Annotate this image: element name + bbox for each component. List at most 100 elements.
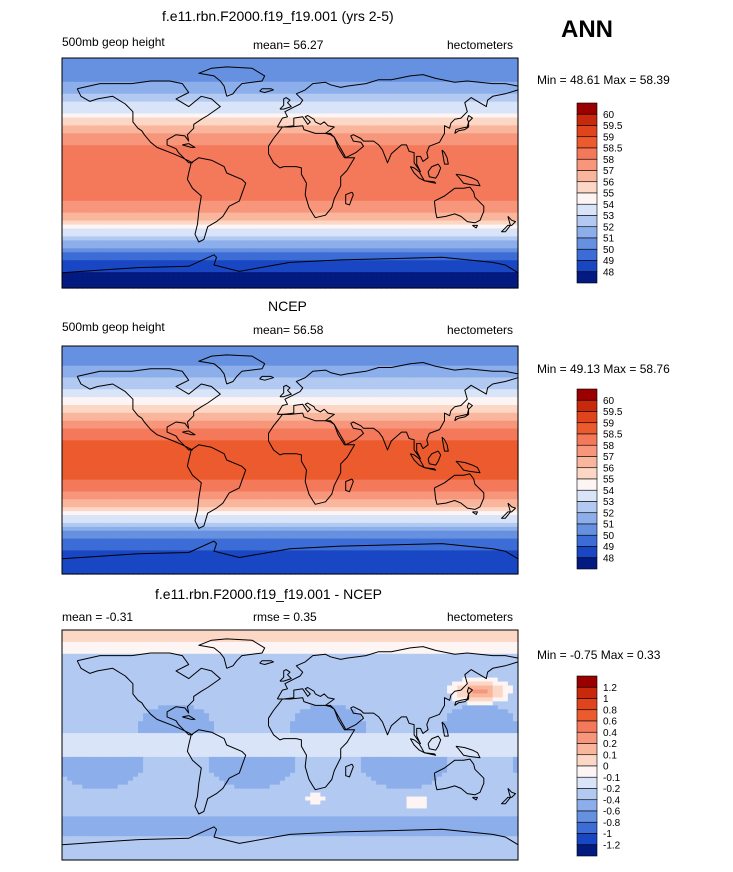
colorbar-swatch <box>576 444 598 457</box>
coastline <box>455 173 481 187</box>
colorbar-swatch <box>576 237 598 250</box>
colorbar-tick-label: 57 <box>603 166 615 177</box>
colorbar-swatch <box>576 844 598 857</box>
colorbar-swatch <box>576 456 598 469</box>
coastline <box>276 362 519 460</box>
colorbar-tick-label: 58.5 <box>603 144 623 155</box>
colorbar-tick-label: 60 <box>603 110 615 121</box>
coastline <box>182 430 196 436</box>
panel-3-right-label: hectometers <box>447 610 514 624</box>
colorbar-tick-label: 52 <box>603 222 615 233</box>
colorbar-swatch <box>576 743 598 756</box>
colorbar-tick-label: -0.2 <box>603 784 621 795</box>
coastline <box>455 460 481 474</box>
colorbar-tick-label: 55 <box>603 475 615 486</box>
colorbar-tick-label: 54 <box>603 486 615 497</box>
colorbar-swatch <box>576 546 598 559</box>
colorbar-tick-label: -0.1 <box>603 773 621 784</box>
panel-3-center-label: rmse = 0.35 <box>253 610 317 624</box>
colorbar-tick-label: 58 <box>603 155 615 166</box>
coastline <box>259 660 274 665</box>
coastline <box>433 473 485 510</box>
coastline <box>198 66 266 97</box>
colorbar-tick-label: 58 <box>603 441 615 452</box>
colorbar-swatch <box>576 422 598 435</box>
coastline <box>198 354 266 385</box>
colorbar-swatch <box>576 731 598 744</box>
map-frame <box>61 345 519 575</box>
coastline <box>259 88 274 93</box>
coastline <box>182 715 196 720</box>
colorbar-swatch <box>576 433 598 446</box>
panel-2-left-label: 500mb geop height <box>62 320 165 334</box>
coastline <box>268 697 356 791</box>
colorbar-tick-label: 50 <box>603 531 615 542</box>
coastline <box>472 796 478 801</box>
colorbar-swatch <box>576 125 598 138</box>
panel-1-minmax: Min = 48.61 Max = 58.39 <box>537 73 670 87</box>
colorbar-swatch <box>576 821 598 834</box>
coastline <box>433 186 485 224</box>
panel-3-left-label: mean = -0.31 <box>62 610 134 624</box>
coastline <box>259 375 274 381</box>
coastline <box>454 115 473 134</box>
panel-1-map <box>61 57 519 289</box>
colorbar-swatch <box>576 765 598 778</box>
coastline <box>279 384 292 398</box>
panel-2-minmax: Min = 49.13 Max = 58.76 <box>537 362 670 376</box>
colorbar-swatch <box>576 399 598 412</box>
panel-2-right-label: hectometers <box>447 323 514 337</box>
colorbar-tick-label: 51 <box>603 234 615 245</box>
coastline <box>424 752 437 756</box>
coastline <box>276 646 519 745</box>
coastline <box>433 758 485 796</box>
colorbar-tick-label: 58.5 <box>603 430 623 441</box>
colorbar-tick-label: 53 <box>603 211 615 222</box>
coastline <box>76 80 221 164</box>
colorbar-swatch <box>576 501 598 514</box>
map-field <box>62 630 519 861</box>
colorbar-tick-label: 51 <box>603 520 615 531</box>
colorbar-tick-label: 48 <box>603 267 615 278</box>
coastline <box>279 669 292 682</box>
colorbar-swatch <box>576 788 598 801</box>
colorbar-swatch <box>576 833 598 846</box>
colorbar-swatch <box>576 534 598 547</box>
coastline <box>472 224 478 229</box>
panel-1-title: f.e11.rbn.F2000.f19_f19.001 (yrs 2-5) <box>162 8 394 24</box>
colorbar-swatch <box>576 102 598 115</box>
colorbar-swatch <box>576 489 598 502</box>
colorbar-swatch <box>576 698 598 711</box>
colorbar-swatch <box>576 512 598 525</box>
colorbar-swatch <box>576 557 598 570</box>
colorbar-swatch <box>576 720 598 733</box>
colorbar-tick-label: 0.1 <box>603 750 617 761</box>
colorbar-swatch <box>576 776 598 789</box>
colorbar-tick-label: 1.2 <box>603 683 617 694</box>
colorbar-swatch <box>576 192 598 205</box>
panel-1-left-label: 500mb geop height <box>62 35 165 49</box>
colorbar-tick-label: -0.8 <box>603 818 621 829</box>
colorbar-swatch <box>576 467 598 480</box>
coastline <box>454 687 473 706</box>
colorbar-swatch <box>576 181 598 194</box>
colorbar-swatch <box>576 136 598 149</box>
colorbar-tick-label: 50 <box>603 245 615 256</box>
map-frame <box>61 629 519 861</box>
colorbar-swatch <box>576 523 598 536</box>
coastline <box>427 735 442 751</box>
colorbar-swatch <box>576 158 598 171</box>
coastline <box>424 467 437 471</box>
coastline <box>76 652 221 736</box>
colorbar-swatch <box>576 754 598 767</box>
colorbar-tick-label: 0.8 <box>603 705 617 716</box>
colorbar-swatch <box>576 799 598 812</box>
colorbar-tick-label: 59.5 <box>603 407 623 418</box>
colorbar-tick-label: 48 <box>603 553 615 564</box>
panel-2-center-label: mean= 56.58 <box>253 323 324 337</box>
colorbar-tick-label: 52 <box>603 508 615 519</box>
coastline <box>427 450 442 466</box>
colorbar-swatch <box>576 203 598 216</box>
coastline <box>186 444 247 529</box>
colorbar-tick-label: 0.2 <box>603 739 617 750</box>
